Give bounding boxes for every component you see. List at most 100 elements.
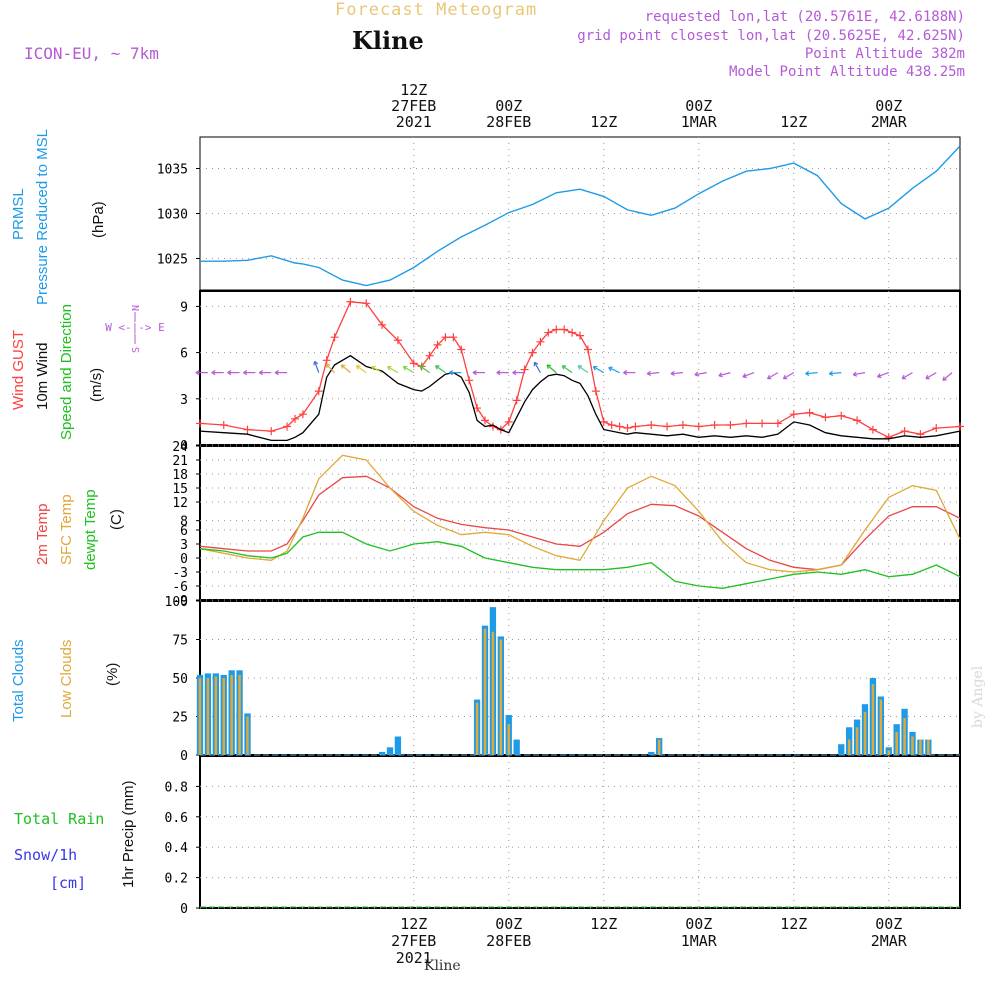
wind-arrow bbox=[925, 372, 937, 380]
ytick-label-precip: 0 bbox=[180, 902, 188, 917]
bar-low-cloud bbox=[895, 731, 898, 755]
ytick-label-temp: 0 bbox=[180, 552, 188, 567]
wind-arrow-shaft bbox=[533, 361, 541, 373]
bar-low-cloud bbox=[206, 678, 210, 755]
rain-label: Total Rain bbox=[14, 810, 105, 828]
gust-point bbox=[473, 404, 482, 413]
ytick-label-temp: 8 bbox=[180, 515, 188, 530]
ytick-label-clouds: 50 bbox=[172, 672, 188, 687]
gust-point bbox=[568, 328, 577, 337]
gust-point bbox=[362, 299, 371, 308]
gust-point bbox=[758, 419, 767, 428]
gust-point bbox=[196, 419, 204, 428]
wind-arrow bbox=[448, 370, 462, 376]
wind-arrow-head bbox=[340, 364, 346, 369]
gridpoint-coords: grid point closest lon,lat (20.5625E, 42… bbox=[577, 28, 965, 44]
wind-arrow bbox=[195, 370, 208, 376]
gust-point bbox=[314, 387, 323, 396]
wind-arrow bbox=[258, 370, 272, 376]
time-label-top: 00Z bbox=[495, 97, 522, 115]
gust-point bbox=[805, 408, 814, 417]
wind-arrow bbox=[512, 370, 525, 376]
gust-point bbox=[465, 376, 474, 385]
wind-arrow bbox=[243, 370, 256, 376]
time-label-top: 1MAR bbox=[681, 113, 718, 131]
bar-low-cloud bbox=[879, 699, 883, 755]
time-label-top: 28FEB bbox=[486, 113, 531, 131]
wind-arrow-shaft bbox=[577, 365, 589, 374]
snow-label: Snow/1h bbox=[14, 846, 78, 864]
wind-arrow bbox=[852, 371, 866, 377]
wind-arrow-head bbox=[546, 364, 552, 369]
gust-point bbox=[956, 422, 964, 431]
gust-point bbox=[378, 320, 387, 329]
wind-arrow-shaft bbox=[647, 372, 660, 375]
ytick-label-temp: 15 bbox=[172, 482, 188, 497]
model-label: ICON-EU, ~ 7km bbox=[24, 44, 159, 63]
wind-arrow-shaft bbox=[783, 372, 795, 380]
time-label-top: 2021 bbox=[396, 113, 432, 131]
bar-low-cloud bbox=[507, 724, 511, 755]
gust-point bbox=[694, 422, 703, 431]
wind-arrow-head bbox=[646, 370, 652, 376]
wind-arrow-head bbox=[195, 370, 200, 376]
bar-low-cloud bbox=[855, 727, 859, 755]
wind-arrow-shaft bbox=[670, 372, 683, 375]
wind-arrow-shaft bbox=[718, 372, 731, 377]
wind-arrow-shaft bbox=[340, 364, 351, 374]
ytick-label-temp: 21 bbox=[172, 454, 188, 469]
bar-total-cloud bbox=[648, 751, 655, 755]
ytick-label-temp: 18 bbox=[172, 468, 188, 483]
wind-arrow bbox=[313, 360, 320, 373]
wind-arrow-head bbox=[472, 370, 477, 376]
wind-arrow bbox=[623, 370, 636, 376]
wind-arrow-head bbox=[386, 365, 392, 371]
bar-total-cloud bbox=[394, 736, 402, 755]
wind-arrow-head bbox=[258, 370, 263, 376]
bar-low-cloud bbox=[475, 702, 479, 755]
ytick-label-temp: 6 bbox=[180, 524, 188, 539]
wind-arrow-head bbox=[877, 373, 882, 379]
wind-arrow bbox=[435, 365, 446, 374]
gust-point bbox=[932, 424, 941, 433]
wind-arrow bbox=[782, 372, 795, 380]
wind-arrow bbox=[805, 370, 818, 376]
wind-arrow-shaft bbox=[767, 372, 779, 380]
gust-point bbox=[322, 356, 331, 365]
gust-point bbox=[900, 427, 909, 436]
bar-low-cloud bbox=[198, 678, 202, 755]
gust-point bbox=[615, 422, 624, 431]
ytick-label-temp: -6 bbox=[172, 580, 188, 595]
ytick-label-precip: 0.8 bbox=[165, 780, 188, 795]
series-prmsl bbox=[200, 145, 961, 287]
bar-low-cloud bbox=[927, 739, 930, 755]
gust-point bbox=[583, 345, 592, 354]
wind-arrow bbox=[561, 365, 573, 374]
ytick-label-clouds: 25 bbox=[172, 711, 188, 726]
ytick-label-wind: 0 bbox=[180, 439, 188, 454]
wind-arrow-head bbox=[925, 374, 930, 380]
gust-point bbox=[853, 416, 862, 425]
wind-arrow bbox=[901, 372, 913, 380]
bar-low-cloud bbox=[919, 739, 922, 755]
location-title: Kline bbox=[352, 26, 424, 55]
bar-low-cloud bbox=[847, 739, 851, 755]
gust-point bbox=[441, 333, 450, 342]
gust-point bbox=[291, 414, 299, 423]
gust-point bbox=[607, 420, 616, 429]
wind-arrow-head bbox=[211, 370, 216, 376]
gust-point bbox=[457, 345, 466, 354]
gust-point bbox=[663, 422, 672, 431]
bar-low-cloud bbox=[214, 676, 218, 755]
ytick-label-precip: 0.6 bbox=[165, 811, 188, 826]
gust-point bbox=[710, 420, 719, 429]
wind-arrow bbox=[419, 365, 430, 374]
panel-frame-wind bbox=[199, 290, 961, 446]
wind-arrow-shaft bbox=[901, 372, 913, 380]
time-label-bottom: 1MAR bbox=[681, 932, 718, 950]
series-gust bbox=[199, 301, 961, 439]
gust-point bbox=[425, 351, 434, 360]
time-label-top: 27FEB bbox=[391, 97, 436, 115]
gust-point bbox=[528, 348, 537, 357]
gust-point bbox=[346, 297, 355, 306]
